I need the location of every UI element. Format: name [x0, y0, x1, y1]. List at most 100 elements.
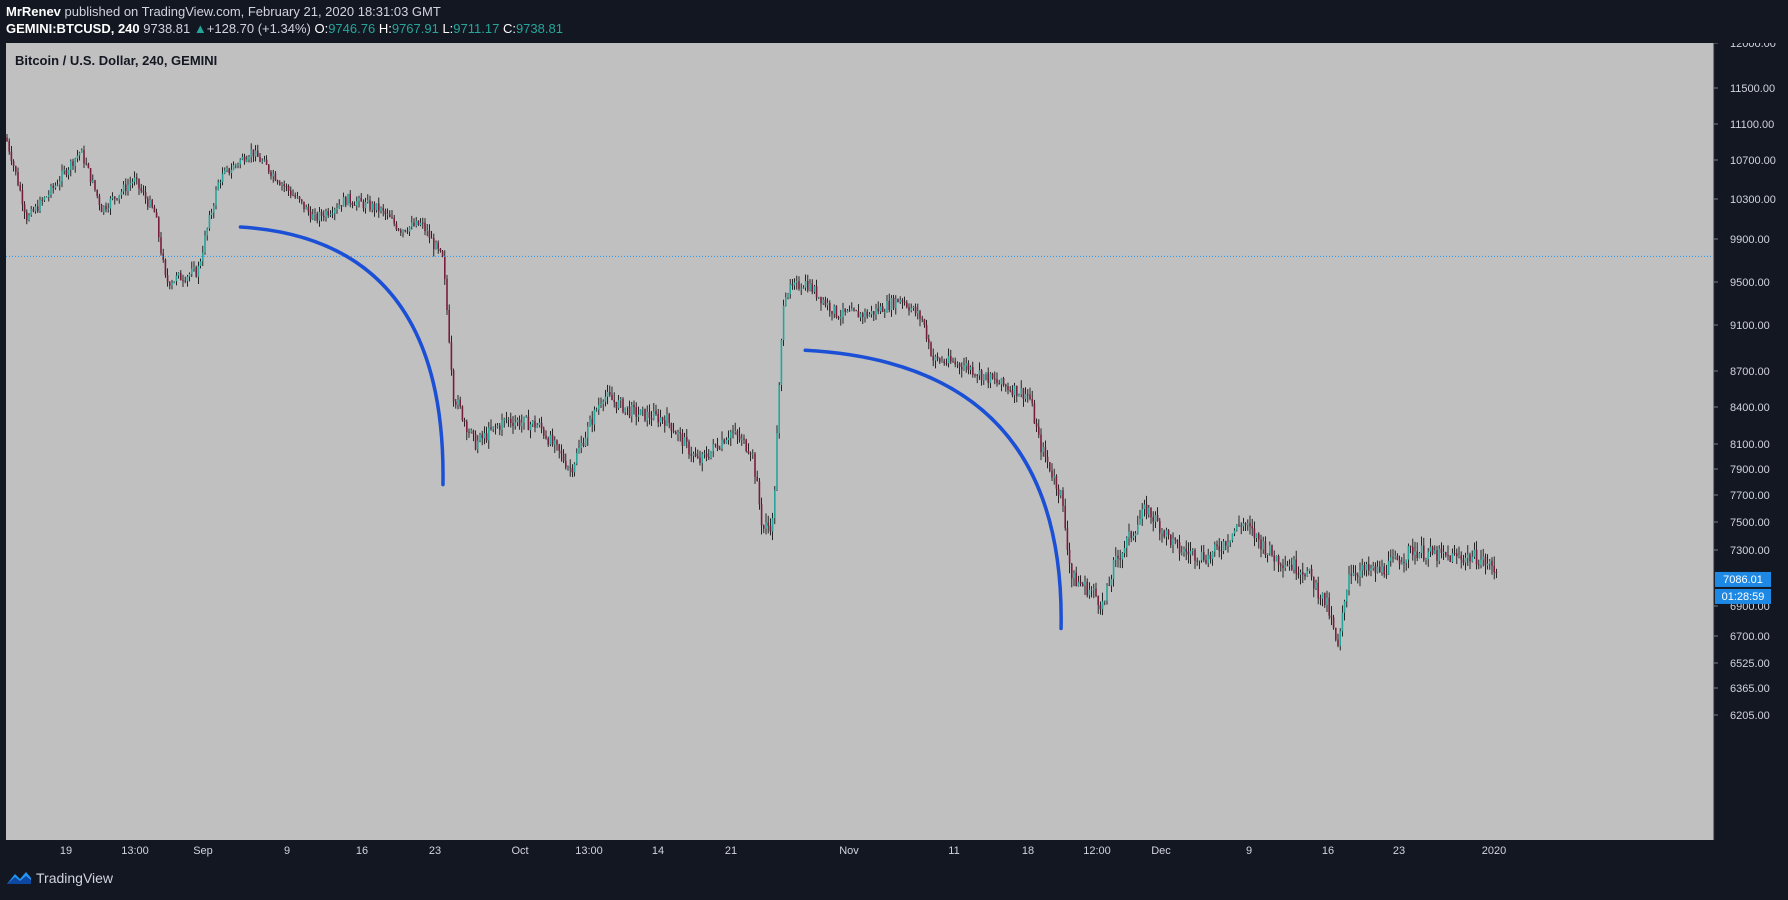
candle-body — [1200, 551, 1203, 561]
candle-body — [408, 226, 411, 232]
candle-body — [186, 276, 189, 282]
candle-body — [862, 313, 864, 317]
price-chart[interactable]: 12000.00 11500.00 11100.00 10700.00 10300.00… — [6, 43, 1782, 863]
candle-body — [94, 180, 96, 190]
candle-body — [426, 230, 428, 232]
candle-body — [677, 432, 679, 435]
candle-body — [1154, 515, 1157, 522]
candle-body — [890, 297, 893, 310]
candle-body — [1458, 555, 1460, 557]
candle-body — [655, 411, 657, 414]
candle-body — [417, 220, 420, 225]
candle-body — [202, 252, 204, 262]
candle-body — [96, 189, 98, 196]
candle-body — [798, 281, 800, 289]
candle-body — [386, 214, 389, 216]
candle-body — [226, 168, 228, 171]
candle-body — [730, 431, 732, 438]
candle-body — [967, 363, 970, 370]
y-tick-label: 6525.00 — [1730, 658, 1770, 670]
candle-body — [1121, 553, 1124, 560]
candle-body — [954, 361, 956, 365]
candle-body — [76, 155, 79, 159]
candle-body — [525, 416, 527, 418]
candle-body — [312, 214, 314, 220]
candle-body — [1341, 612, 1344, 632]
candle-body — [1403, 562, 1405, 564]
candle-body — [613, 400, 615, 402]
candle-body — [554, 440, 556, 445]
candle-body — [749, 453, 752, 455]
candle-body — [1423, 545, 1425, 560]
candle-body — [1326, 597, 1328, 605]
candle-body — [1328, 597, 1330, 616]
candle-body — [719, 448, 721, 450]
annotation-arc[interactable] — [238, 225, 445, 487]
candle-body — [193, 267, 195, 269]
candle-body — [127, 184, 129, 191]
candle-body — [1163, 530, 1165, 537]
candle-body — [1365, 564, 1368, 571]
candle-body — [1460, 555, 1462, 560]
candle-body — [925, 324, 928, 340]
candle-body — [70, 161, 72, 170]
candle-body — [1324, 592, 1326, 605]
candle-body — [1240, 525, 1242, 527]
candle-body — [400, 230, 402, 233]
candle-body — [972, 366, 974, 375]
candle-body — [648, 411, 651, 419]
candle-body — [516, 419, 519, 423]
candle-body — [257, 150, 259, 157]
candle-body — [1255, 533, 1258, 539]
candle-body — [111, 196, 114, 199]
x-tick-label: Dec — [1151, 845, 1171, 857]
candle-body — [481, 434, 483, 439]
candle-body — [109, 198, 112, 209]
candle-body — [446, 278, 448, 310]
candle-body — [290, 190, 292, 196]
open-value: 9746.76 — [328, 21, 376, 36]
candle-body — [78, 152, 81, 156]
candle-body — [98, 195, 101, 205]
footer-brand[interactable]: TradingView — [36, 870, 114, 886]
plot-area[interactable] — [6, 43, 1714, 840]
candle-body — [1115, 555, 1117, 561]
candle-body — [1214, 544, 1216, 552]
candle-body — [903, 302, 906, 303]
candle-body — [1363, 565, 1366, 571]
low-value: 9711.17 — [453, 21, 500, 36]
candle-body — [1099, 605, 1102, 610]
candle-body — [52, 185, 54, 188]
x-tick-label: 9 — [284, 845, 290, 857]
candle-body — [609, 391, 611, 395]
author-name[interactable]: MrRenev — [6, 4, 61, 19]
candle-body — [166, 275, 169, 283]
y-tick-label: 6700.00 — [1730, 631, 1770, 643]
x-tick-label: 16 — [1322, 845, 1334, 857]
y-tick-label: 6205.00 — [1730, 710, 1770, 722]
candle-body — [17, 172, 19, 186]
candle-body — [1346, 590, 1348, 602]
candle-body — [1159, 520, 1161, 534]
tradingview-logo-icon[interactable] — [6, 870, 32, 886]
candle-body — [578, 447, 580, 453]
close-label: C: — [502, 21, 516, 36]
annotation-arc[interactable] — [803, 348, 1063, 631]
chart-legend: Bitcoin / U.S. Dollar, 240, GEMINI — [15, 53, 218, 68]
candle-body — [974, 374, 976, 376]
candle-body — [1258, 533, 1260, 540]
candle-body — [611, 394, 613, 401]
candle-body — [479, 434, 481, 441]
candle-body — [1282, 565, 1284, 568]
price-axis[interactable] — [1714, 43, 1782, 840]
candle-body — [430, 237, 433, 239]
candle-body — [272, 173, 274, 177]
candle-body — [1427, 551, 1429, 559]
candle-body — [932, 355, 934, 361]
time-axis[interactable] — [6, 840, 1782, 863]
candle-body — [424, 222, 426, 232]
x-tick-label: 2020 — [1482, 845, 1506, 857]
candle-body — [804, 281, 807, 288]
candle-body — [1101, 601, 1104, 610]
change-value: +128.70 (+1.34%) — [206, 21, 311, 36]
